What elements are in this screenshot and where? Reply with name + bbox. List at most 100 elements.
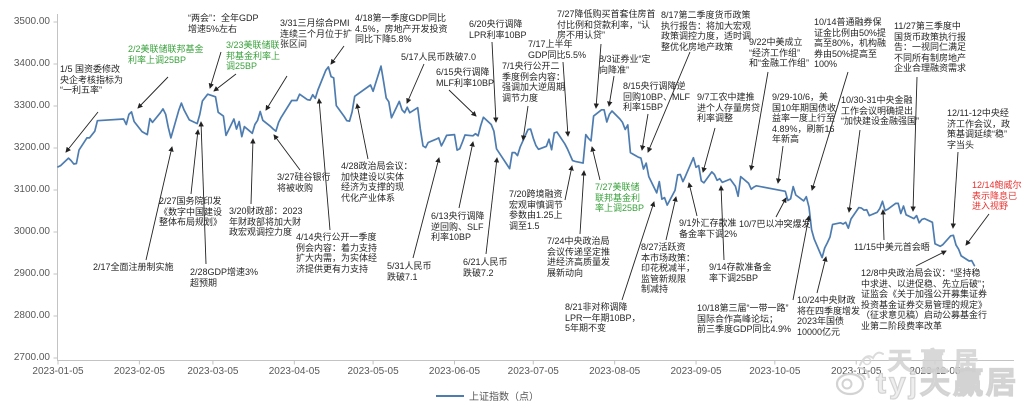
annotation-arrow [665,196,678,241]
x-axis-label: 2023-05-05 [347,366,399,377]
annotation-arrow [590,146,601,181]
annotation-arrow [265,75,288,111]
annotation-arrow [792,215,811,301]
event-annotation: 8/27活跃资 本市场政策： 印花税减半， 监管新规限 制减持 [641,242,696,295]
event-annotation: 9/14存款准备金 率下调25BP [709,262,772,283]
event-annotation: 4/14央行公开一季度 例会内容：着力支持 扩大内需，为实体经 济提供更有力支持 [296,232,378,274]
event-annotation: 11/27第三季度中 国货币政策执行报 告：一视同仁满足 不同所有制房地产 企业… [894,21,967,74]
event-annotation: 8/17第二季度货币政策 执行报告：将加大宏观 政策调控力度，适时调 整优化房地… [661,10,752,52]
event-annotation: 5/31人民币 跌破7.1 [387,261,432,282]
x-axis-label: 2023-12-05 [909,366,961,377]
event-annotation: 3/23美联储联 邦基金利率上 调25BP [226,40,281,72]
annotation-arrow [564,165,574,201]
x-axis-label: 2023-10-05 [749,366,801,377]
annotation-arrow [621,201,656,301]
x-axis-label: 2023-06-05 [428,366,481,377]
annotation-arrow [718,185,725,261]
annotation-arrow [412,157,441,259]
x-axis-label: 2023-08-05 [589,366,641,377]
event-annotation: 8/15央行调降逆 回购10BP、MLF 利率15BP [623,81,691,113]
annotation-arrow [687,182,698,217]
watermark-brand: 天赢居 [858,341,987,376]
x-axis-label: 2023-04-05 [268,366,320,377]
event-annotation: 6/20央行调降 LPR利率10BP [469,19,527,40]
annotation-arrow [607,75,615,107]
event-annotation: 11/15中美元首会晤 [854,242,930,252]
annotation-arrow [65,111,99,153]
event-annotation: 10/18第三届“一带一路” 国际合作高峰论坛； 前三季度GDP同比4.9% [697,303,792,335]
event-annotation: 3/27硅谷银行 将被收购 [277,172,331,193]
annotation-arrow [208,51,222,89]
y-axis-label: 3000.00 [13,226,50,237]
weibo-icon [835,367,870,396]
annotation-arrow [520,105,529,141]
x-axis-label: 2023-02-05 [113,366,165,377]
x-axis-label: 2023-07-05 [507,366,559,377]
event-annotation: 12/8中央政治局会议：“坚持稳 中求进、以进促稳、先立后破”； 证监会《关于加… [861,268,990,331]
annotation-arrow [145,146,174,261]
event-annotation: 6/15央行调降 MLF利率10BP [436,67,495,88]
annotation-arrow [775,197,787,218]
legend-line-marker [436,394,464,397]
annotation-arrow [562,61,571,137]
index-line-series [57,65,976,267]
event-annotation: 10/30-31中央金融 工作会议明确提出 “加快建设金融强国” [841,95,919,127]
annotation-arrow [355,103,369,160]
event-annotation: 12/11-12中央经 济工作会议，政 策基调延续“稳” 字当头 [947,108,1011,150]
event-annotation: 4/28政治局会议： 加快建设以实体 经济为支撑的现 代化产业体系 [341,161,413,203]
annotation-arrow [579,170,587,235]
annotation-arrow [810,71,849,191]
annotation-arrow [915,250,947,267]
event-annotation: 6/21人民币 跌破7.2 [463,257,508,278]
annotation-arrow [701,127,716,173]
event-annotation: 7/24中央政治局 会议传递坚定推 进经济高质量发 展新动向 [547,236,611,278]
annotation-arrow [846,129,861,213]
event-annotation: 4/18第一季度GDP同比 4.5%，房地产开发投资 同比下降5.8% [355,13,448,45]
annotation-arrow [775,145,784,184]
event-annotation: 5/17人民币跌破7.0 [401,52,477,62]
annotation-arrow [491,41,499,123]
annotation-arrow [273,134,301,171]
event-annotation: 3/31三月综合PMI 连续三个月位于扩 张区间 [280,18,353,50]
annotation-arrow [647,51,691,153]
annotation-arrow [458,141,475,209]
event-annotation: 2/28GDP增速3% 超预期 [190,267,259,288]
x-axis-label: 2023-09-05 [670,366,722,377]
annotation-arrow [137,76,169,109]
event-annotation: 7/20跨境融资 宏观审慎调节 参数由1.25上 调至1.5 [509,189,564,231]
x-axis-label: 2023-03-05 [187,366,239,377]
bird-logo-icon [859,351,884,366]
event-annotation: 9/29-10/6，美 国10年期国债收 益率一度上行至 4.89%，刷新16 … [772,92,837,145]
watermark-handle: tyj天赢居 [834,358,1019,402]
annotation-arrow [816,256,828,294]
annotation-arrow [330,45,345,65]
event-annotation: 1/5 国资委修改 央企考核指标为 “一利五率” [60,64,124,96]
event-annotation: 10/14普通融券保 证金比例由50%提 高至80%，机构融 券由50%提高至 … [814,17,887,70]
event-annotation: 9/22中美成立 “经济工作组” 和“金融工作组” [749,37,809,69]
event-annotation: 10/24中央财政 将在四季度增发 2023年国债 10000亿元 [797,295,861,337]
event-annotation: 6/13央行调降 逆回购、SLF 利率10BP [431,211,485,243]
y-axis-label: 2900.00 [13,268,50,279]
annotation-arrow [640,113,649,151]
y-axis-label: 3200.00 [13,142,50,153]
event-annotation: 8/3证券业“定 向降准” [599,54,651,75]
annotation-arrow [198,121,207,265]
annotation-arrow [950,151,959,229]
event-annotation: 9/7工农中建推 进个人存量房贷 利率调整 [697,92,761,124]
y-axis-label: 3100.00 [13,184,50,195]
event-annotation: 12/14鲍威尔 表示降息已 进入视野 [972,180,1022,212]
x-axis-label: 2023-11-05 [830,366,882,377]
event-annotation: 8/21非对称调降 LPR一年期10BP， 5年期不变 [565,302,641,334]
annotation-arrow [250,138,256,205]
event-annotation: 2/17全面注册制实施 [93,262,174,272]
annotation-arrow [213,73,237,92]
y-axis-label: 2700.00 [13,352,50,363]
annotation-arrow [485,157,500,255]
y-axis-label: 2800.00 [13,310,50,321]
event-annotation: 2/2美联储联邦基金 利率上调25BP [128,44,204,65]
event-annotation: 7/17上半年 GDP同比5.5% [528,39,587,60]
y-axis-label: 3300.00 [13,100,50,111]
annotation-arrow [880,209,886,241]
